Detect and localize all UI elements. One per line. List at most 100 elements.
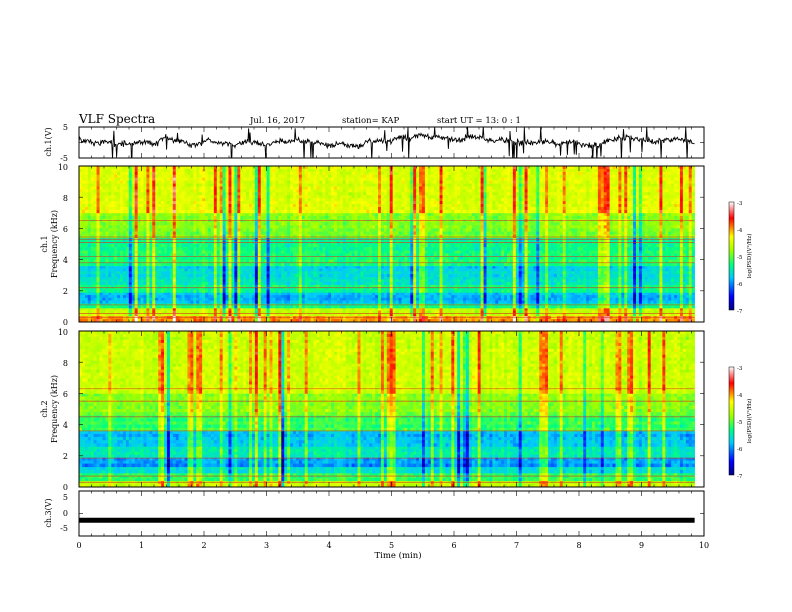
spectrogram-cell: [451, 284, 455, 288]
spectrogram-cell: [539, 271, 543, 275]
spectrogram-cell: [90, 292, 95, 296]
spectrogram-cell: [378, 287, 382, 291]
spectrogram-cell: [679, 318, 684, 323]
spectrogram-cell: [290, 300, 294, 304]
spectrogram-cell: [193, 279, 197, 283]
spectrogram-cell: [536, 297, 540, 301]
spectrogram-cell: [430, 281, 435, 285]
spectrogram-cell: [674, 284, 678, 288]
spectrogram-cell: [175, 279, 180, 283]
spectrogram-cell: [536, 318, 540, 323]
spectrogram-cell: [275, 318, 279, 323]
spectrogram-cell: [597, 253, 602, 257]
spectrogram-cell: [284, 318, 288, 323]
spectrogram-cell: [199, 297, 203, 301]
spectrogram-cell: [656, 297, 660, 301]
spectrogram-cell: [331, 276, 335, 280]
spectrogram-cell: [207, 250, 212, 254]
spectrogram-cell: [460, 250, 464, 254]
spectrogram-cell: [445, 292, 449, 296]
spectrogram-cell: [216, 281, 221, 285]
spectrogram-cell: [111, 274, 115, 278]
spectrogram-cell: [120, 279, 124, 283]
spectrogram-cell: [515, 287, 520, 291]
spectrogram-cell: [325, 297, 329, 301]
spectrogram-cell: [125, 295, 130, 299]
spectrogram-cell: [79, 310, 83, 314]
spectrogram-cell: [612, 271, 616, 275]
spectrogram-cell: [603, 292, 608, 296]
spectrogram-cell: [674, 295, 678, 299]
spectrogram-cell: [463, 265, 467, 269]
spectrogram-cell: [539, 307, 543, 311]
spectrogram-cell: [395, 276, 399, 280]
spectrogram-cell: [521, 271, 525, 275]
spectrogram-cell: [679, 284, 684, 288]
spectrogram-cell: [533, 307, 537, 311]
spectrogram-cell: [427, 276, 432, 280]
spectrogram-cell: [465, 268, 470, 272]
spectrogram-cell: [530, 271, 534, 275]
spectrogram-cell: [550, 274, 555, 278]
spectrogram-cell: [430, 318, 435, 323]
spectrogram-cell: [498, 281, 502, 285]
spectrogram-cell: [319, 295, 323, 299]
spectrogram-cell: [102, 289, 106, 293]
spectrogram-cell: [322, 253, 326, 257]
spectrogram-cell: [84, 268, 89, 272]
spectrogram-cell: [674, 268, 678, 272]
spectrogram-cell: [342, 265, 347, 269]
spectrogram-cell: [515, 271, 520, 275]
spectrogram-cell: [155, 300, 159, 304]
spectrogram-cell: [84, 250, 89, 254]
spectrogram-cell: [120, 310, 124, 314]
spectrogram-cell: [380, 281, 385, 285]
spectrogram-cell: [84, 265, 89, 269]
spectrogram-cell: [331, 274, 335, 278]
spectrogram-cell: [93, 313, 97, 317]
spectrogram-cell: [638, 284, 643, 288]
spectrogram-cell: [518, 295, 523, 299]
spectrogram-cell: [237, 295, 241, 299]
spectrogram-cell: [457, 265, 461, 269]
spectrogram-cell: [682, 292, 687, 296]
spectrogram-cell: [671, 274, 675, 278]
start-time-label: start UT = 13: 0 : 1: [437, 116, 521, 126]
spectrogram-cell: [471, 279, 476, 283]
spectrogram-cell: [474, 268, 479, 272]
spectrogram-cell: [468, 318, 473, 323]
spectrogram-cell: [93, 274, 97, 278]
spectrogram-cell: [251, 284, 256, 288]
spectrogram-cell: [627, 295, 631, 299]
spectrogram-cell: [222, 274, 226, 278]
spectrogram-cell: [90, 297, 95, 301]
spectrogram-cell: [565, 305, 569, 309]
spectrogram-cell: [682, 295, 687, 299]
spectrogram-cell: [128, 253, 133, 257]
spectrogram-cell: [269, 250, 273, 254]
spectrogram-cell: [556, 313, 561, 317]
spectrogram-cell: [181, 297, 185, 301]
spectrogram-cell: [205, 274, 209, 278]
spectrogram-cell: [357, 281, 361, 285]
spectrogram-cell: [149, 268, 153, 272]
spectrogram-cell: [471, 313, 476, 317]
spectrogram-cell: [172, 292, 177, 296]
spectrogram-cell: [504, 279, 508, 283]
spectrogram-cell: [93, 295, 97, 299]
spectrogram-cell: [237, 268, 241, 272]
spectrogram-cell: [166, 310, 171, 314]
spectrogram-cell: [375, 265, 379, 269]
spectrogram-cell: [237, 318, 241, 323]
spectrogram-cell: [524, 300, 528, 304]
spectrogram-cell: [246, 318, 250, 323]
spectrogram-cell: [325, 310, 329, 314]
spectrogram-cell: [674, 297, 678, 301]
spectrogram-cell: [454, 313, 458, 317]
spectrogram-cell: [545, 305, 549, 309]
spectrogram-cell: [328, 268, 332, 272]
spectrogram-cell: [539, 287, 543, 291]
spectrogram-cell: [322, 307, 326, 311]
spectrogram-cell: [548, 265, 552, 269]
spectrogram-cell: [313, 279, 317, 283]
